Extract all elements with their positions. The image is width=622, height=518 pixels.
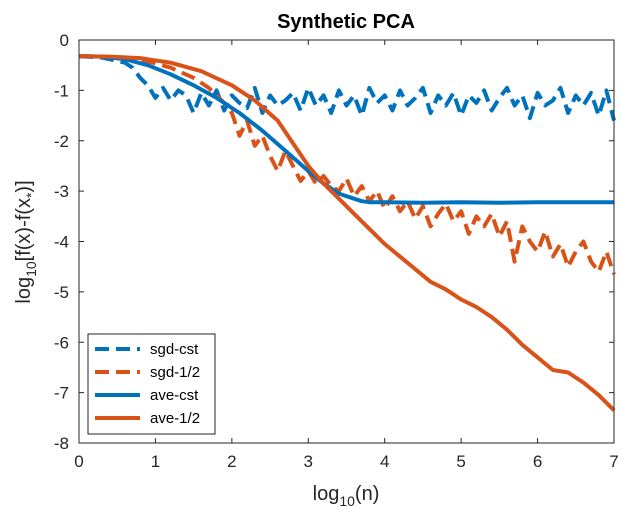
y-tick-label: -6 (54, 333, 69, 352)
legend-label: ave-cst (150, 387, 199, 404)
y-tick-label: -1 (54, 81, 69, 100)
y-axis-label-sub: 10 (23, 261, 39, 277)
series-layer (78, 54, 616, 412)
x-axis-label: log10(n) (313, 483, 380, 509)
y-axis-label-rest2: )] (13, 180, 35, 192)
x-tick-label: 6 (533, 452, 542, 471)
y-tick-label: -8 (54, 434, 69, 453)
legend-label: ave-1/2 (150, 410, 200, 427)
legend: sgd-cst sgd-1/2 ave-cst ave-1/2 (87, 333, 216, 435)
y-axis-label-sub2: * (23, 192, 39, 198)
chart-title: Synthetic PCA (277, 11, 415, 33)
legend-label: sgd-cst (150, 341, 199, 358)
legend-label: sgd-1/2 (150, 364, 200, 381)
x-tick-label: 7 (609, 452, 618, 471)
y-axis-label-base: log (13, 277, 35, 304)
x-tick-label: 0 (74, 452, 83, 471)
x-tick-label: 2 (227, 452, 236, 471)
x-tick-label: 1 (151, 452, 160, 471)
x-axis-label-base: log (313, 483, 340, 505)
x-tick-label: 3 (304, 452, 313, 471)
legend-items: sgd-cst sgd-1/2 ave-cst ave-1/2 (95, 341, 200, 427)
series-line-sgd-1-2 (78, 54, 616, 275)
y-tick-label: -4 (54, 233, 69, 252)
y-ticks: 0 -1 -2 -3 -4 -5 -6 -7 -8 (54, 31, 614, 453)
y-tick-label: -7 (54, 384, 69, 403)
x-tick-label: 4 (380, 452, 389, 471)
x-tick-label: 5 (456, 452, 465, 471)
y-tick-label: 0 (60, 31, 69, 50)
series-line-ave-1-2 (78, 54, 616, 412)
x-ticks: 0 1 2 3 4 5 6 7 (74, 40, 619, 471)
x-axis-label-sub: 10 (339, 493, 355, 509)
y-axis-label-rest: [f(x)-f(x (13, 198, 35, 261)
series-line-sgd-cst (78, 54, 616, 122)
y-axis-label: log10[f(x)-f(x*)] (13, 180, 39, 303)
y-tick-label: -5 (54, 283, 69, 302)
y-tick-label: -3 (54, 182, 69, 201)
y-tick-label: -2 (54, 132, 69, 151)
x-axis-label-rest: (n) (355, 483, 379, 505)
